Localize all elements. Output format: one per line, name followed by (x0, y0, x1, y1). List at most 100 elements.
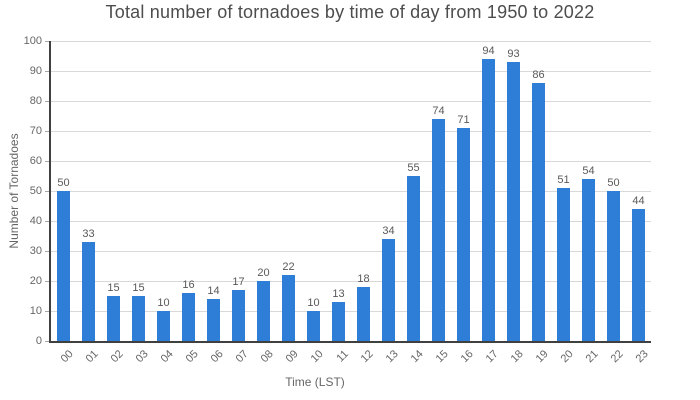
bar (457, 128, 470, 341)
bar-value-label: 18 (357, 273, 370, 285)
bar-value-label: 54 (582, 165, 595, 177)
bar-value-label: 51 (557, 174, 570, 186)
bar (132, 296, 145, 341)
x-tick-label: 17 (483, 348, 501, 366)
y-tick-mark (45, 340, 49, 342)
y-tick-label: 90 (29, 65, 42, 77)
bar-value-label: 50 (57, 177, 70, 189)
y-tick-label: 50 (29, 185, 42, 197)
x-tick-label: 18 (508, 348, 526, 366)
x-tick-label: 04 (158, 348, 176, 366)
bar (57, 191, 70, 341)
bar (532, 83, 545, 341)
x-tick-label: 08 (258, 348, 276, 366)
bar-value-label: 20 (257, 267, 270, 279)
gridline (51, 190, 651, 192)
x-tick-label: 00 (58, 348, 76, 366)
y-tick-mark (45, 40, 49, 42)
bar (332, 302, 345, 341)
bar-value-label: 71 (457, 114, 470, 126)
bar-value-label: 14 (207, 285, 220, 297)
y-tick-label: 60 (29, 155, 42, 167)
bar-value-label: 94 (482, 45, 495, 57)
y-tick-mark (45, 190, 49, 192)
bar-value-label: 33 (82, 228, 95, 240)
y-tick-label: 100 (23, 35, 42, 47)
x-tick-label: 06 (208, 348, 226, 366)
x-tick-label: 21 (583, 348, 601, 366)
x-axis-title: Time (LST) (285, 375, 345, 389)
gridline (51, 100, 651, 102)
bar-value-label: 55 (407, 162, 420, 174)
x-tick-label: 20 (558, 348, 576, 366)
bar-value-label: 13 (332, 288, 345, 300)
bar (607, 191, 620, 341)
bar (432, 119, 445, 341)
bar-value-label: 22 (282, 261, 295, 273)
x-tick-label: 16 (458, 348, 476, 366)
bar (357, 287, 370, 341)
bar-value-label: 34 (382, 225, 395, 237)
bar-value-label: 15 (107, 282, 120, 294)
y-tick-mark (45, 250, 49, 252)
bar (582, 179, 595, 341)
bar (482, 59, 495, 341)
bar-value-label: 16 (182, 279, 195, 291)
y-tick-mark (45, 220, 49, 222)
bar (232, 290, 245, 341)
y-tick-mark (45, 310, 49, 312)
bar (557, 188, 570, 341)
gridline (51, 40, 651, 42)
bar (182, 293, 195, 341)
y-tick-label: 10 (29, 305, 42, 317)
y-tick-label: 80 (29, 95, 42, 107)
y-tick-mark (45, 70, 49, 72)
bar (407, 176, 420, 341)
x-tick-label: 10 (308, 348, 326, 366)
bar (207, 299, 220, 341)
x-tick-label: 09 (283, 348, 301, 366)
bar-value-label: 74 (432, 105, 445, 117)
y-tick-label: 40 (29, 215, 42, 227)
y-tick-label: 30 (29, 245, 42, 257)
x-tick-label: 01 (83, 348, 101, 366)
x-tick-label: 13 (383, 348, 401, 366)
bar (632, 209, 645, 341)
y-tick-mark (45, 130, 49, 132)
bar-value-label: 17 (232, 276, 245, 288)
bar-value-label: 93 (507, 48, 520, 60)
x-tick-label: 22 (608, 348, 626, 366)
bar-value-label: 50 (607, 177, 620, 189)
x-tick-label: 23 (633, 348, 651, 366)
bar (107, 296, 120, 341)
bar-value-label: 10 (307, 297, 320, 309)
gridline (51, 160, 651, 162)
bar (82, 242, 95, 341)
x-tick-label: 05 (183, 348, 201, 366)
x-tick-label: 02 (108, 348, 126, 366)
gridline (51, 250, 651, 252)
gridline (51, 280, 651, 282)
x-tick-label: 15 (433, 348, 451, 366)
bar (507, 62, 520, 341)
bar-value-label: 10 (157, 297, 170, 309)
x-tick-label: 14 (408, 348, 426, 366)
plot-area: 50 33 15 15 10 16 14 17 20 22 10 13 18 34 55 74 71 94 93 86… (49, 40, 651, 343)
x-tick-label: 07 (233, 348, 251, 366)
bar-value-label: 15 (132, 282, 145, 294)
x-tick-label: 11 (334, 348, 351, 365)
y-tick-label: 20 (29, 275, 42, 287)
y-tick-mark (45, 100, 49, 102)
bar (282, 275, 295, 341)
bar-value-label: 86 (532, 69, 545, 81)
bar-value-label: 44 (632, 195, 645, 207)
y-tick-label: 0 (35, 335, 42, 347)
y-tick-label: 70 (29, 125, 42, 137)
x-tick-label: 12 (358, 348, 376, 366)
bar (157, 311, 170, 341)
bar (307, 311, 320, 341)
chart-title: Total number of tornadoes by time of day… (105, 2, 595, 22)
x-tick-label: 19 (533, 348, 551, 366)
gridline (51, 310, 651, 312)
